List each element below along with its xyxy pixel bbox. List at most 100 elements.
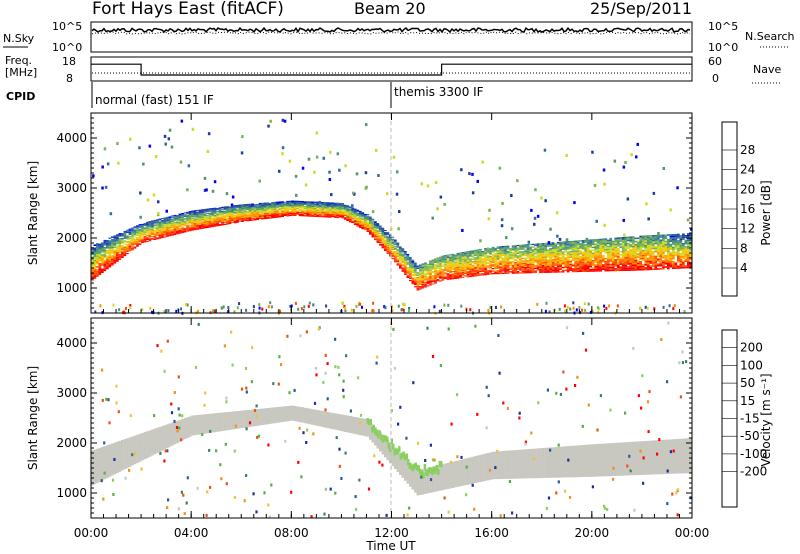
power-cell xyxy=(276,213,279,215)
power-cell xyxy=(163,134,167,138)
power-cell xyxy=(223,212,227,214)
power-cell xyxy=(551,258,555,261)
power-cell xyxy=(439,269,442,271)
power-cell xyxy=(323,212,327,214)
power-cell xyxy=(123,243,127,245)
power-cell xyxy=(391,240,395,242)
power-cell xyxy=(348,212,352,214)
power-cell xyxy=(526,260,530,262)
power-cell xyxy=(536,214,540,218)
power-cell xyxy=(409,262,412,264)
power-cell xyxy=(411,263,415,265)
power-cell xyxy=(328,204,332,206)
power-cell xyxy=(536,250,540,252)
power-cell xyxy=(223,217,227,219)
power-cell xyxy=(356,215,360,217)
power-cell xyxy=(148,233,152,235)
power-cell xyxy=(574,242,577,244)
power-cell xyxy=(261,205,264,207)
power-cell xyxy=(256,207,259,209)
power-cell xyxy=(624,243,628,245)
power-cell xyxy=(341,209,345,211)
power-cell xyxy=(656,237,660,240)
power-cell xyxy=(341,216,345,218)
power-cell xyxy=(348,212,352,214)
power-cell xyxy=(291,201,294,203)
power-cell xyxy=(591,257,595,259)
power-cell xyxy=(371,235,375,237)
power-cell xyxy=(308,201,312,203)
power-cell xyxy=(451,264,455,266)
power-cell xyxy=(253,212,257,214)
power-cell xyxy=(109,212,113,216)
cpid-mode-1: normal (fast) 151 IF xyxy=(95,93,214,107)
power-cell xyxy=(226,209,229,211)
power-cell xyxy=(556,241,560,244)
power-cell xyxy=(554,254,557,256)
power-cell xyxy=(356,220,360,222)
power-cell xyxy=(649,252,653,255)
power-cell xyxy=(273,211,277,213)
power-cell xyxy=(431,259,435,261)
power-cell xyxy=(554,246,557,248)
power-cell xyxy=(682,238,685,240)
power-cell xyxy=(411,279,415,281)
power-cell xyxy=(584,239,587,242)
power-cell xyxy=(273,217,277,218)
freq-label-line1: Freq. xyxy=(5,54,32,67)
power-cell xyxy=(576,241,580,244)
power-cell xyxy=(514,249,517,251)
power-cell xyxy=(261,204,264,206)
power-cell xyxy=(461,229,464,232)
power-cell xyxy=(141,224,144,226)
power-cell xyxy=(391,252,395,254)
power-cell xyxy=(278,207,282,209)
power-cell xyxy=(291,207,294,209)
power-cell xyxy=(91,274,94,276)
power-cell xyxy=(536,269,540,271)
power-cell xyxy=(176,228,179,230)
power-cell xyxy=(251,210,254,212)
power-cell xyxy=(434,261,437,263)
power-cell xyxy=(171,224,174,226)
power-cell xyxy=(509,253,512,255)
power-cell xyxy=(313,211,317,213)
power-cell xyxy=(446,254,450,256)
power-cell xyxy=(677,256,680,258)
power-cell xyxy=(689,255,693,257)
power-cell xyxy=(446,255,450,257)
power-cell xyxy=(687,255,690,258)
power-cell xyxy=(584,266,587,268)
power-cell xyxy=(561,244,565,246)
power-cell xyxy=(183,215,187,217)
power-cell xyxy=(606,253,610,255)
power-cell xyxy=(338,206,342,208)
power-cell xyxy=(576,240,580,242)
power-cell xyxy=(371,227,375,229)
power-cell xyxy=(421,276,425,278)
power-cell xyxy=(216,221,219,222)
power-cell xyxy=(461,268,465,270)
power-cell xyxy=(486,255,490,257)
power-cell xyxy=(223,213,227,215)
power-cell xyxy=(91,266,94,268)
power-cell xyxy=(644,237,648,239)
power-cell xyxy=(521,260,525,262)
power-cell xyxy=(336,213,340,214)
power-cell xyxy=(662,260,665,262)
power-cell xyxy=(421,280,425,282)
power-cell xyxy=(374,239,377,241)
power-cell xyxy=(261,211,264,212)
power-cell xyxy=(316,212,320,213)
power-cell xyxy=(178,223,182,225)
power-cell xyxy=(243,208,247,210)
power-cell xyxy=(111,239,114,241)
power-cell xyxy=(258,217,262,219)
power-cell xyxy=(323,211,327,212)
power-cell xyxy=(266,203,269,205)
power-cell xyxy=(286,209,289,211)
power-cell xyxy=(511,269,515,272)
power-cell xyxy=(303,201,307,203)
power-cell xyxy=(98,257,102,259)
power-cell xyxy=(379,225,382,227)
